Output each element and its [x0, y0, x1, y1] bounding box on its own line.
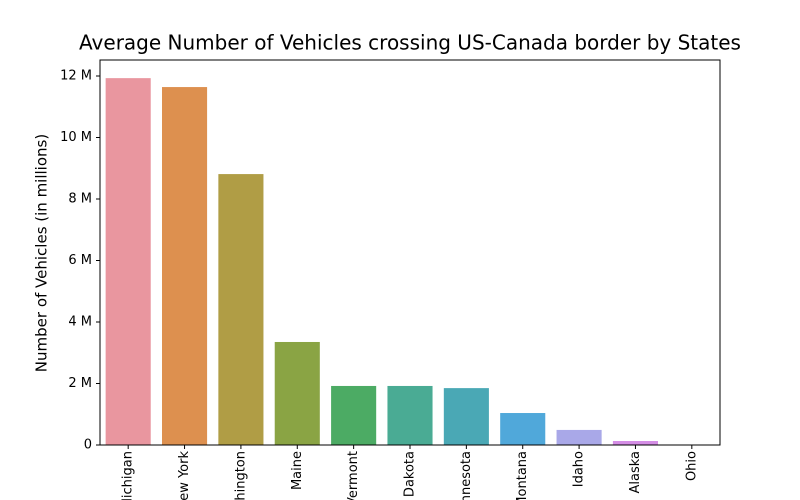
x-tick-label: New York — [177, 451, 192, 500]
x-tick-label: Montana — [515, 451, 530, 500]
bar — [612, 441, 658, 445]
x-tick-label: Vermont — [346, 451, 361, 500]
bar — [556, 429, 602, 445]
x-tick-label: Alaska — [628, 451, 643, 494]
bar — [162, 87, 208, 445]
x-tick-label: Washington — [233, 451, 248, 500]
y-tick-label: 4 M — [68, 314, 92, 329]
x-tick-label: Ohio — [684, 451, 699, 481]
x-tick-label: Minnesota — [459, 451, 474, 500]
chart-title: Average Number of Vehicles crossing US-C… — [79, 31, 741, 55]
bar — [218, 174, 264, 446]
bar — [274, 341, 320, 445]
bar — [331, 385, 377, 445]
y-tick-label: 0 — [84, 438, 92, 453]
y-tick-label: 6 M — [68, 253, 92, 268]
x-tick-label: North Dakota — [403, 451, 418, 500]
y-tick-label: 10 M — [60, 130, 92, 145]
y-tick-label: 2 M — [68, 376, 92, 391]
bar — [500, 413, 546, 445]
bar — [387, 385, 433, 445]
plot-frame — [99, 59, 721, 446]
x-tick-label: Idaho — [572, 451, 587, 487]
x-tick-label: Michigan — [121, 451, 136, 500]
y-axis-label: Number of Vehicles (in millions) — [33, 134, 51, 372]
x-tick-label: Maine — [290, 451, 305, 490]
bar — [105, 78, 151, 445]
y-tick-label: 12 M — [60, 68, 92, 83]
bar — [443, 388, 489, 445]
y-tick-label: 8 M — [68, 191, 92, 206]
